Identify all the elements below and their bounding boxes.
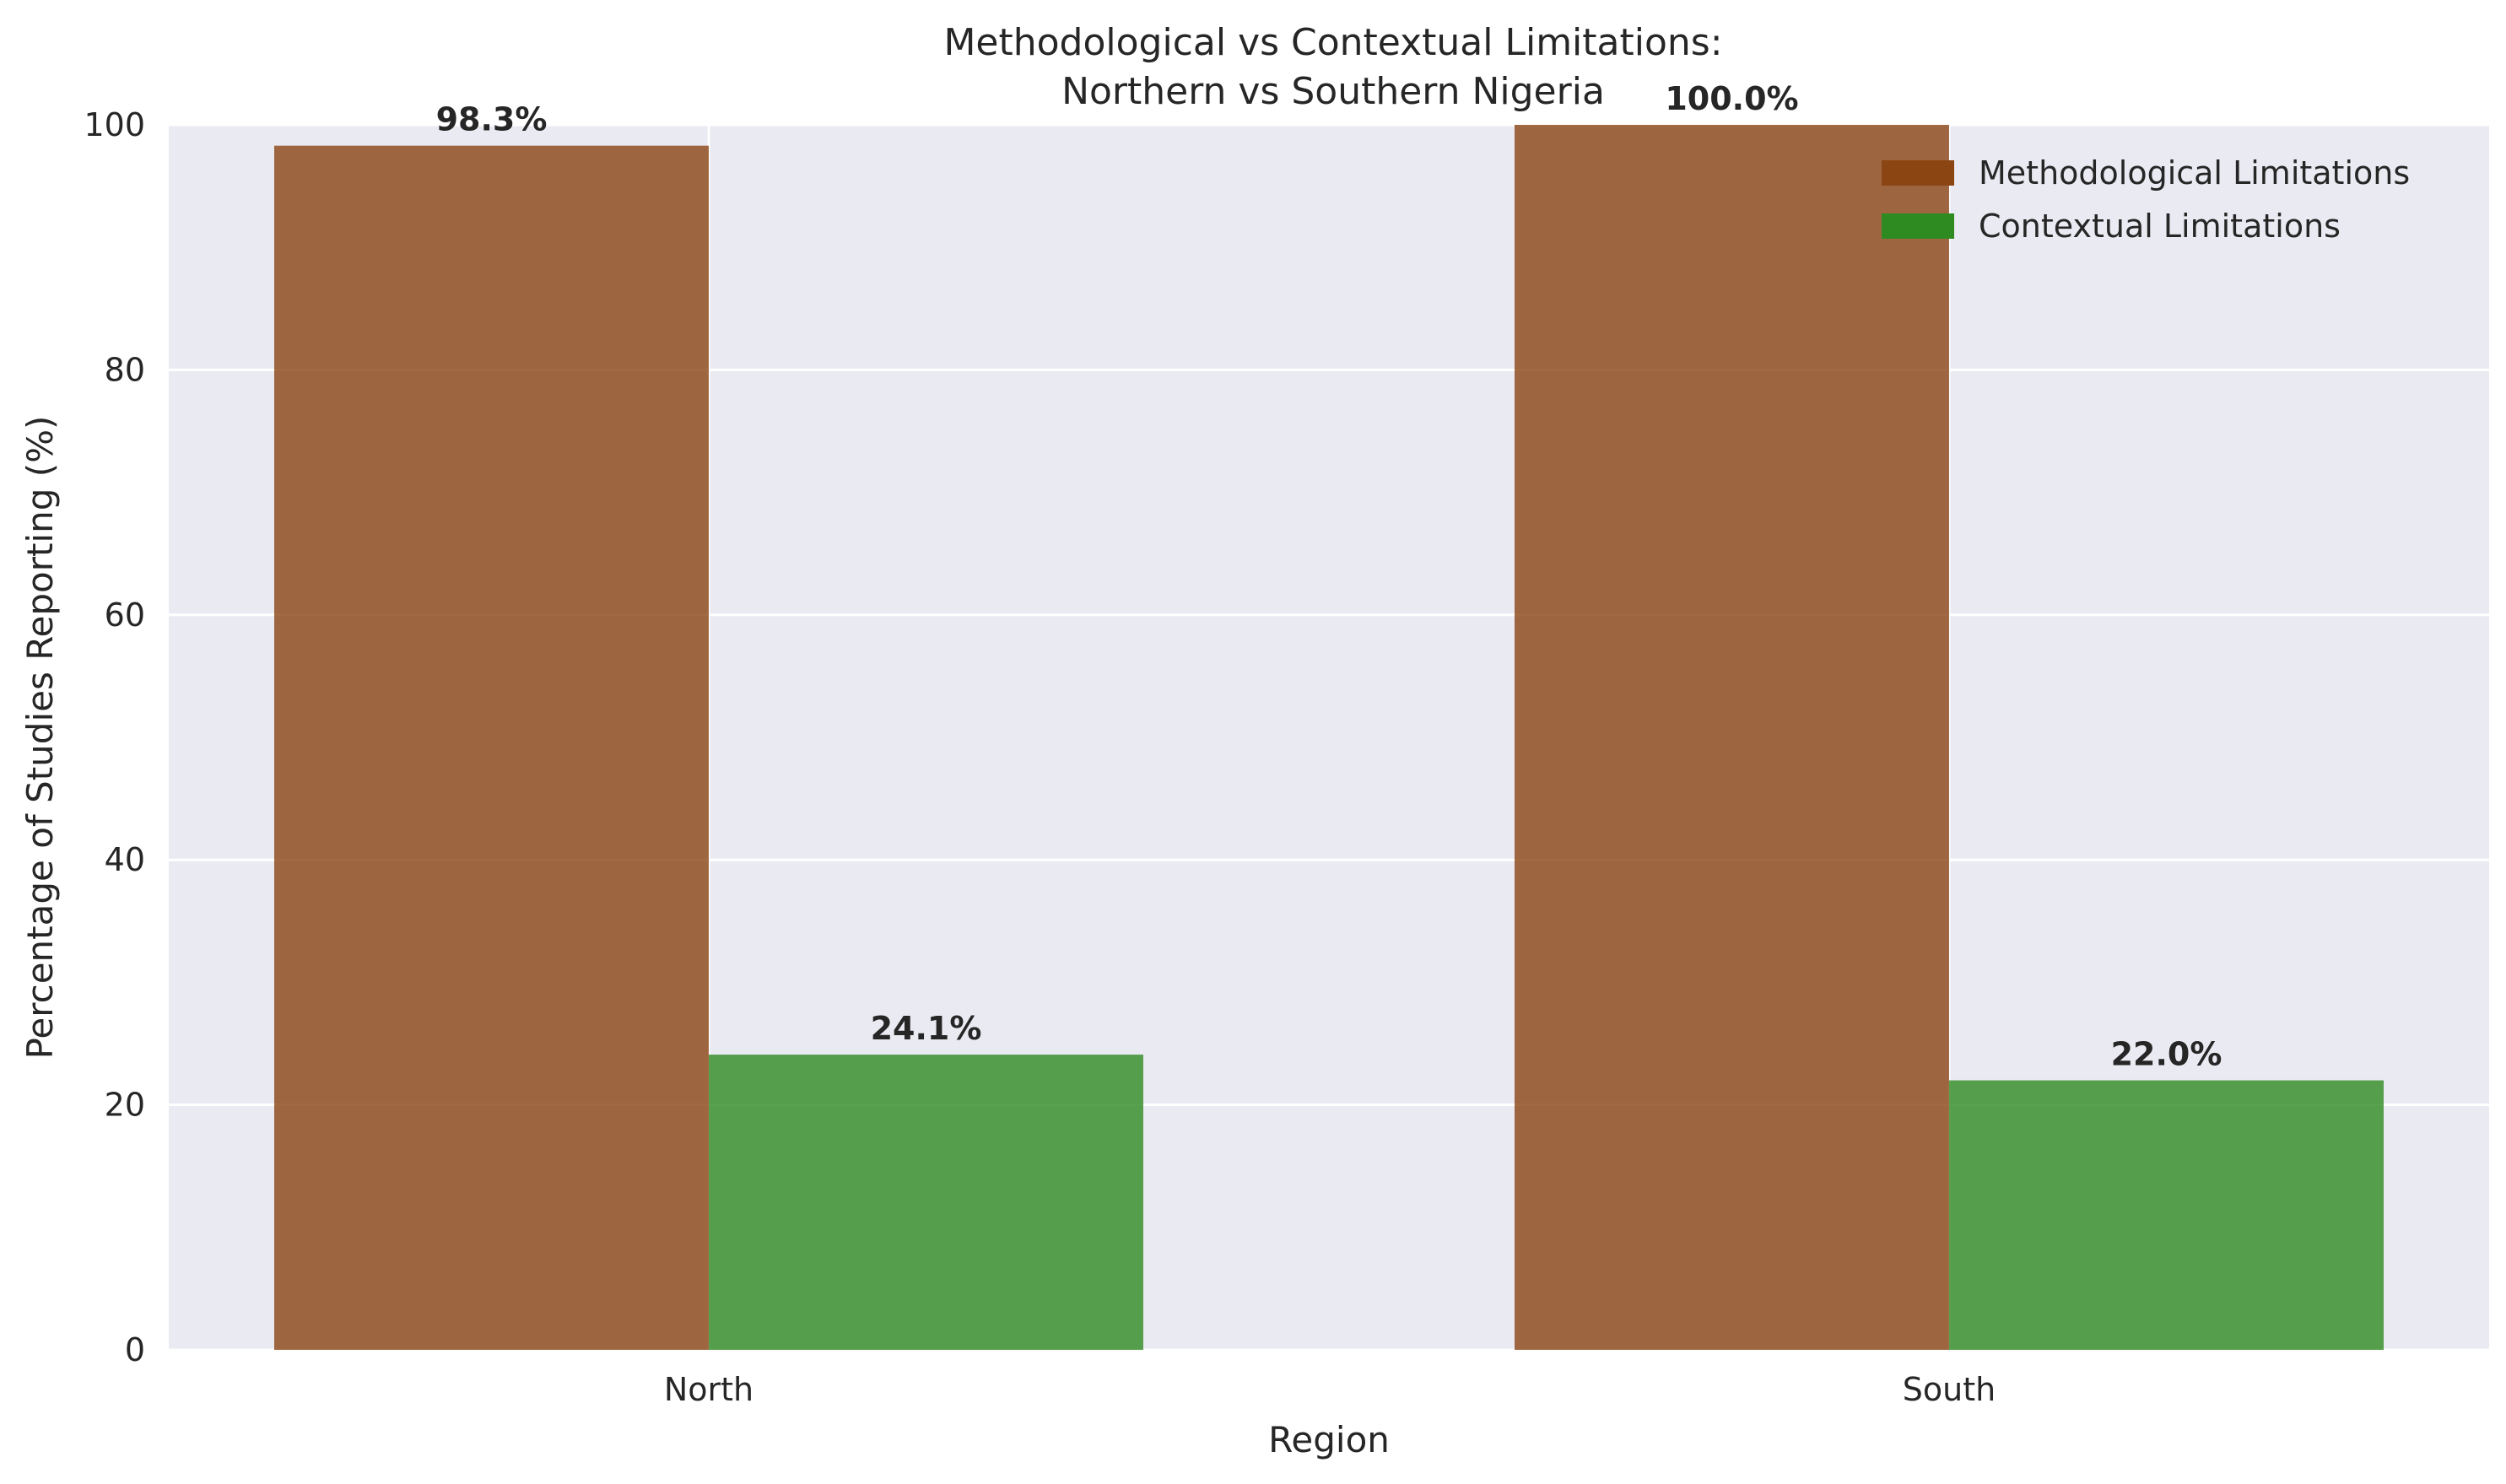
- x-tick-label-south: South: [1903, 1371, 1996, 1408]
- y-axis-ticks: 0 20 40 60 80 100: [84, 106, 145, 1368]
- value-label-methodological-south: 100.0%: [1665, 80, 1798, 117]
- legend-swatch-contextual: [1882, 213, 1954, 239]
- x-tick-label-north: North: [664, 1371, 753, 1408]
- y-tick-label: 40: [105, 841, 145, 878]
- legend: Methodological Limitations Contextual Li…: [1882, 154, 2410, 245]
- y-tick-label: 20: [105, 1087, 145, 1124]
- bar-contextual-south: [1949, 1080, 2384, 1350]
- bars: [274, 125, 2384, 1351]
- y-tick-label: 60: [105, 596, 145, 634]
- y-tick-label: 80: [105, 351, 145, 388]
- y-tick-label: 100: [84, 106, 145, 143]
- y-axis-label: Percentage of Studies Reporting (%): [19, 416, 61, 1060]
- x-axis-label: Region: [1268, 1419, 1390, 1460]
- value-label-methodological-north: 98.3%: [436, 101, 548, 138]
- legend-swatch-methodological: [1882, 160, 1954, 186]
- value-label-contextual-south: 22.0%: [2111, 1036, 2222, 1073]
- legend-label-contextual: Contextual Limitations: [1979, 208, 2341, 245]
- bar-methodological-north: [274, 145, 709, 1351]
- bar-contextual-north: [709, 1055, 1143, 1350]
- chart-title-line2: Northern vs Southern Nigeria: [1061, 70, 1605, 113]
- value-labels: 98.3% 100.0% 24.1% 22.0%: [436, 80, 2222, 1073]
- bar-methodological-south: [1515, 125, 1949, 1350]
- legend-label-methodological: Methodological Limitations: [1979, 154, 2410, 192]
- chart-title-line1: Methodological vs Contextual Limitations…: [943, 21, 1722, 64]
- x-axis-ticks: North South: [664, 1371, 1996, 1408]
- value-label-contextual-north: 24.1%: [871, 1010, 982, 1047]
- y-tick-label: 0: [125, 1331, 145, 1368]
